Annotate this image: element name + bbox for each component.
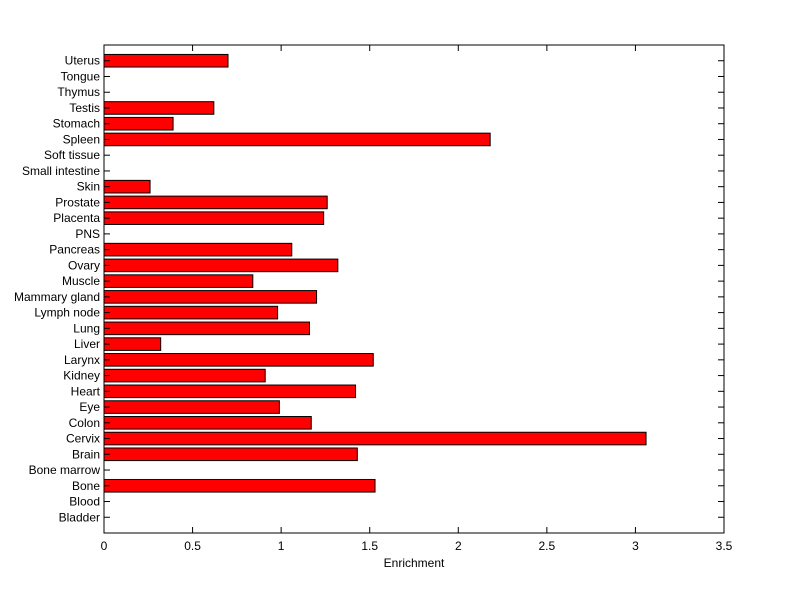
bar-skin — [103, 179, 151, 194]
bar-ovary — [103, 258, 339, 273]
y-tick-label-brain: Brain — [72, 447, 100, 461]
x-tick-label: 0.5 — [184, 539, 201, 553]
bar-larynx — [103, 353, 374, 367]
y-tick-label-lymph-node: Lymph node — [34, 306, 100, 320]
x-tick-label: 1 — [278, 539, 285, 553]
y-tick-label-bone: Bone — [72, 479, 100, 493]
bar-lymph-node — [103, 305, 279, 320]
y-tick-label-ovary: Ovary — [68, 258, 100, 272]
y-tick-label-heart: Heart — [71, 384, 101, 398]
ticks-layer — [103, 45, 725, 533]
bar-liver — [103, 337, 162, 351]
y-tick-label-pancreas: Pancreas — [49, 243, 100, 257]
y-tick-label-muscle: Muscle — [62, 274, 100, 288]
bar-kidney — [103, 368, 266, 383]
y-tick-label-stomach: Stomach — [53, 117, 100, 131]
y-tick-label-thymus: Thymus — [57, 85, 100, 99]
y-tick-label-eye: Eye — [79, 400, 100, 414]
y-tick-label-larynx: Larynx — [64, 353, 100, 367]
bar-colon — [103, 416, 312, 430]
bar-prostate — [103, 195, 328, 210]
x-tick-label: 0 — [101, 539, 108, 553]
bar-mammary-gland — [103, 290, 318, 304]
y-tick-label-prostate: Prostate — [55, 195, 100, 209]
bar-stomach — [103, 116, 174, 131]
bar-testis — [103, 101, 215, 115]
y-tick-label-skin: Skin — [77, 180, 100, 194]
y-tick-label-testis: Testis — [69, 101, 100, 115]
bar-lung — [103, 321, 310, 336]
bars-layer — [103, 53, 647, 493]
y-tick-label-colon: Colon — [69, 416, 100, 430]
bar-muscle — [103, 274, 254, 288]
y-tick-label-tongue: Tongue — [61, 69, 101, 83]
bar-brain — [103, 447, 358, 462]
x-axis-label: Enrichment — [384, 556, 445, 570]
bar-pancreas — [103, 242, 293, 257]
y-tick-label-pns: PNS — [75, 227, 100, 241]
y-tick-label-soft-tissue: Soft tissue — [44, 148, 100, 162]
y-tick-label-cervix: Cervix — [66, 432, 100, 446]
x-tick-label: 1.5 — [361, 539, 378, 553]
y-tick-label-bladder: Bladder — [59, 510, 100, 524]
bar-uterus — [103, 53, 229, 68]
bar-cervix — [103, 431, 647, 446]
x-tick-label: 2.5 — [539, 539, 556, 553]
y-tick-label-bone-marrow: Bone marrow — [29, 463, 101, 477]
plot-frame — [103, 44, 725, 534]
bar-heart — [103, 384, 357, 399]
y-tick-label-blood: Blood — [69, 495, 100, 509]
y-tick-label-lung: Lung — [73, 321, 100, 335]
bar-placenta — [103, 211, 325, 225]
y-tick-label-liver: Liver — [74, 337, 100, 351]
bar-bone — [103, 478, 376, 493]
x-tick-label: 3.5 — [716, 539, 733, 553]
bar-eye — [103, 400, 280, 414]
x-tick-label: 2 — [455, 539, 462, 553]
y-tick-label-uterus: Uterus — [65, 54, 100, 68]
y-tick-label-placenta: Placenta — [53, 211, 100, 225]
x-tick-label: 3 — [632, 539, 639, 553]
y-tick-label-mammary-gland: Mammary gland — [14, 290, 100, 304]
y-tick-label-spleen: Spleen — [63, 132, 100, 146]
bar-spleen — [103, 132, 491, 147]
y-tick-label-kidney: Kidney — [63, 369, 100, 383]
y-tick-label-small-intestine: Small intestine — [22, 164, 100, 178]
